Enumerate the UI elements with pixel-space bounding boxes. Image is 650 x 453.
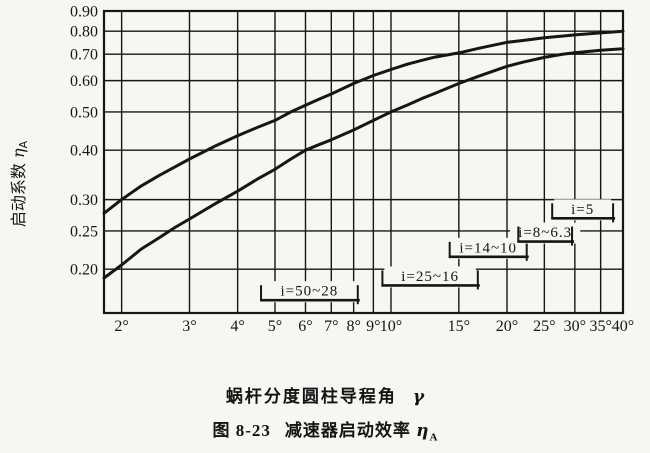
x-tick-label: 30° [564, 318, 586, 335]
y-tick-label: 0.80 [70, 24, 98, 41]
figure-caption: 图 8-23 减速器启动效率 ηA [0, 416, 650, 443]
y-tick-label: 0.90 [70, 4, 98, 21]
i-range-label-mask [263, 281, 356, 303]
caption-eta-subscript: A [429, 431, 438, 444]
x-tick-label: 2° [114, 318, 128, 335]
x-tick-label: 40° [612, 318, 634, 335]
curves [102, 29, 625, 280]
i-range-label: i=8~6.3 [518, 225, 572, 241]
y-tick-labels: 0.90 0.80 0.70 0.60 0.50 0.40 0.30 0.25 0.20 [70, 4, 98, 279]
x-axis-caption: 蜗杆分度圆柱导程角 γ [0, 382, 650, 407]
y-tick-label: 0.25 [70, 223, 98, 240]
x-tick-label: 20° [496, 318, 518, 335]
x-tick-label: 3° [182, 318, 196, 335]
y-tick-label: 0.50 [70, 104, 98, 121]
i-range-label: i=50~28 [281, 284, 339, 300]
i-range-label: i=14~10 [459, 240, 517, 256]
x-tick-label: 5° [268, 318, 282, 335]
gamma-symbol: γ [412, 387, 425, 407]
x-tick-label: 7° [324, 318, 338, 335]
caption-eta-symbol: η [416, 421, 430, 441]
x-axis-title-text: 蜗杆分度圆柱导程角 [225, 387, 397, 406]
plot-frame [102, 9, 625, 315]
figure-title: 减速器启动效率 [284, 421, 411, 440]
y-axis-eta-subscript: A [17, 140, 30, 148]
figure-number: 图 8-23 [212, 421, 271, 440]
i-range-label: i=5 [571, 202, 594, 218]
x-tick-label: 6° [298, 318, 312, 335]
y-tick-label: 0.40 [70, 143, 98, 160]
x-tick-label: 9° [366, 318, 380, 335]
x-tick-label: 8° [346, 318, 360, 335]
i-range-label: i=25~16 [401, 269, 459, 285]
x-tick-label: 25° [533, 318, 555, 335]
y-axis-title: 启动系数 ηA [9, 140, 30, 227]
x-tick-label: 10° [380, 318, 402, 335]
i-range-label-mask [554, 199, 612, 221]
y-tick-label: 0.30 [70, 192, 98, 209]
y-axis-title-text: 启动系数 [9, 163, 28, 227]
x-tick-labels: 2° 3° 4° 5° 6° 7° 8° 9° 10° 15° 20° 25° 30° 35° 40° [114, 318, 634, 335]
curve-lower-curve [102, 47, 625, 280]
y-axis-eta-symbol: η [9, 148, 28, 158]
i-range-label-mask [451, 237, 525, 259]
i-range-label-mask [510, 222, 581, 244]
i-range-label-mask [384, 266, 476, 288]
curve-upper-curve [102, 29, 625, 215]
x-tick-label: 35° [589, 318, 611, 335]
y-tick-label: 0.60 [70, 73, 98, 90]
i-range-annotations: i=50~28 i=25~16i=14~10i=8~6.3 i=5 [260, 199, 616, 305]
x-tick-label: 4° [230, 318, 244, 335]
y-tick-label: 0.70 [70, 47, 98, 64]
efficiency-chart: i=50~28 i=25~16i=14~10i=8~6.3 i=5 2° 3° 4° 5°… [9, 4, 634, 336]
y-tick-label: 0.20 [70, 262, 98, 279]
x-tick-label: 15° [448, 318, 470, 335]
plot-border [102, 9, 625, 315]
